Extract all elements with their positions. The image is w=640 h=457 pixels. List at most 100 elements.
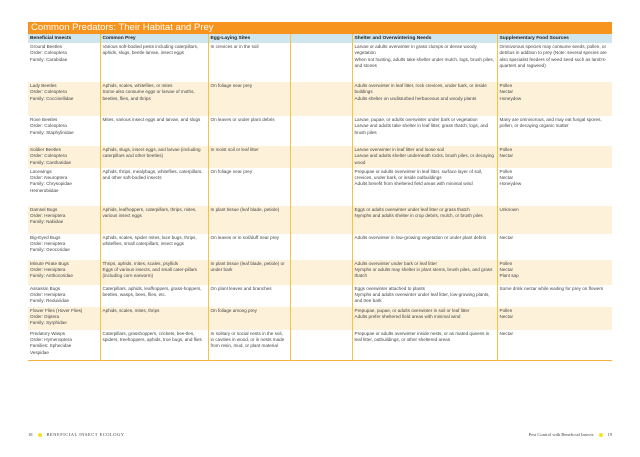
cell-line: Eggs or adults overwinter under leaf lit… bbox=[354, 206, 470, 212]
table-row: Minute Pirate Bugs Order: Hemiptera Family… bbox=[28, 259, 612, 285]
cell-line: Order: Hemiptera bbox=[30, 292, 66, 298]
cell-prey: Thrips, aphids, mites, scales, psyllids E… bbox=[100, 259, 209, 285]
cell-line: Omnivorous species may consume seeds, po… bbox=[499, 44, 607, 68]
cell-empty bbox=[290, 259, 353, 285]
cell-shelter: Larvae or adults overwinter in grass clu… bbox=[352, 43, 498, 82]
cell-line: Families: Sphecidae bbox=[30, 343, 72, 349]
cell-insect: Lacewings Order: Neuroptera Family: Chryso… bbox=[28, 167, 101, 206]
cell-food: Pollen Nectar bbox=[497, 146, 612, 168]
cell-line: Nymphs and adults shelter in crop debris… bbox=[354, 213, 483, 219]
cell-line: Pollen bbox=[499, 147, 513, 152]
cell-food: Pollen Nectar bbox=[497, 306, 612, 330]
cell-line: Lacewings bbox=[30, 168, 52, 174]
cell-line: Plant sap bbox=[499, 273, 519, 279]
cell-food: Nectar bbox=[497, 330, 612, 361]
cell-line: In moist soil or leaf litter bbox=[210, 147, 259, 152]
cell-insect: Predatory Wasps Order: Hymenoptera Familie… bbox=[28, 329, 101, 361]
cell-line: In plant tissue (leaf blade, petiole) bbox=[210, 206, 280, 212]
table-row: Rove Beetles Order: Coleoptera Family: Sta… bbox=[28, 116, 612, 146]
table-row: Soldier Beetles Order: Coleoptera Family: … bbox=[28, 146, 612, 168]
cell-line: Family: Carabidae bbox=[30, 56, 68, 62]
cell-line: Larvae or adults overwinter in grass clu… bbox=[354, 44, 477, 56]
cell-shelter: Adults overwinter in low-growing vegetat… bbox=[352, 233, 498, 260]
cell-eggs: On foliage near prey bbox=[208, 82, 291, 116]
cell-line: Prepupae or adults overwinter inside nes… bbox=[354, 330, 490, 343]
page-number-left: 18 bbox=[28, 432, 33, 437]
cell-prey: Aphids, scales, whiteflies, or mites Some… bbox=[100, 82, 209, 116]
running-title-left: BENEFICIAL INSECT ECOLOGY bbox=[46, 432, 125, 437]
cell-prey: Various soft-bodied pests including cate… bbox=[100, 43, 209, 82]
column-header: Common Prey bbox=[100, 34, 209, 43]
table-title: Common Predators: Their Habitat and Prey bbox=[28, 22, 612, 34]
cell-line: Big-Eyed Bugs bbox=[30, 234, 61, 240]
cell-line: Nectar bbox=[499, 175, 514, 181]
cell-line: Nectar bbox=[499, 89, 514, 95]
cell-line: Order: Coleoptera bbox=[30, 153, 67, 159]
cell-line: Damsel Bugs bbox=[30, 206, 58, 212]
cell-eggs: On leaves or in soil/duff near prey bbox=[208, 233, 291, 260]
cell-insect: Soldier Beetles Order: Coleoptera Family: … bbox=[28, 146, 101, 168]
cell-shelter: Prepupae, pupae, or adults overwinter in… bbox=[352, 306, 498, 330]
cell-line: When not hunting, adults take shelter un… bbox=[354, 56, 494, 68]
cell-line: Eggs of various insects, and small cater… bbox=[102, 267, 197, 279]
cell-line: Lady Beetles bbox=[30, 83, 57, 88]
table-row: Flower Flies (Hover Flies) Order: Diptera… bbox=[28, 306, 612, 330]
table-row: Lady Beetles Order: Coleoptera Family: Coc… bbox=[28, 82, 612, 116]
cell-shelter: Adults overwinter under bark or leaf lit… bbox=[352, 259, 498, 285]
cell-prey: Mites, various insect eggs and larvae, a… bbox=[100, 116, 209, 146]
cell-line: On plant leaves and branches bbox=[210, 285, 272, 291]
cell-eggs: In plant tissue (leaf blade, petiole) bbox=[208, 205, 291, 234]
cell-line: Order: Hymenoptera bbox=[30, 337, 72, 343]
cell-shelter: Adults overwinter in leaf litter, rock c… bbox=[352, 82, 498, 116]
column-header: Egg-Laying Sites bbox=[208, 34, 291, 43]
cell-line: Pollen bbox=[499, 307, 513, 313]
cell-empty bbox=[290, 146, 353, 168]
cell-line: Order: Hemiptera bbox=[30, 213, 66, 219]
cell-line: Larvae and adults shelter underneath roc… bbox=[354, 153, 494, 165]
cell-eggs: On plant leaves and branches bbox=[208, 284, 291, 307]
cell-line: Family: Staphylinidae bbox=[30, 129, 74, 135]
cell-line: Order: Hemiptera bbox=[30, 241, 66, 247]
cell-line: Thrips, aphids, mites, scales, psyllids bbox=[102, 260, 179, 266]
cell-shelter: Prepupae or adults overwinter inside nes… bbox=[352, 329, 498, 361]
cell-line: Family: Anthocoridae bbox=[30, 273, 73, 279]
cell-line: Family: Cantharidae bbox=[30, 159, 72, 165]
cell-line: Order: Coleoptera bbox=[30, 123, 67, 129]
running-title-right: Pest Control with Beneficial Insects bbox=[528, 432, 594, 437]
cell-food: Unknown bbox=[497, 205, 612, 234]
cell-line: Family: Coccinellidae bbox=[30, 95, 74, 101]
cell-line: Larvae, pupae, or adults overwinter unde… bbox=[354, 117, 478, 122]
cell-line: In plant tissue (leaf blade, petiole) or… bbox=[210, 260, 285, 273]
cell-insect: Flower Flies (Hover Flies) Order: Diptera… bbox=[28, 306, 101, 330]
cell-food: Pollen Nectar Honeydew bbox=[497, 168, 612, 206]
column-header bbox=[290, 34, 353, 43]
cell-line: Family: Geocoridae bbox=[30, 247, 70, 253]
cell-prey: Aphids, scales, mites, thrips bbox=[100, 306, 209, 330]
cell-line: Adults benefit from sheltered field area… bbox=[354, 181, 473, 187]
cell-line: Hemerobiidae bbox=[30, 187, 59, 193]
cell-line: Nectar bbox=[499, 314, 514, 320]
cell-line: Honeydew bbox=[499, 95, 522, 101]
cell-line: Larvae overwinter in leaf litter and loo… bbox=[354, 147, 444, 152]
cell-eggs: In crevices or in the soil bbox=[208, 43, 291, 82]
cell-line: Many are omnivorous, and may eat fungal … bbox=[499, 117, 602, 129]
cell-line: Some also consume eggs or larvae of moth… bbox=[102, 89, 195, 101]
cell-line: Family: Reduviidae bbox=[30, 298, 70, 304]
cell-line: Pollen bbox=[499, 168, 513, 174]
cell-line: Aphids, thrips, mealybugs, whiteflies, c… bbox=[102, 168, 203, 181]
cell-insect: Rove Beetles Order: Coleoptera Family: Sta… bbox=[28, 116, 101, 146]
column-header: Beneficial Insects bbox=[28, 34, 101, 43]
cell-line: On foliage among prey bbox=[210, 307, 257, 313]
cell-food: Omnivorous species may consume seeds, po… bbox=[497, 43, 612, 82]
cell-line: Eggs overwinter attached to plants bbox=[354, 285, 425, 291]
cell-line: Minute Pirate Bugs bbox=[30, 260, 69, 266]
cell-empty bbox=[290, 329, 353, 361]
cell-line: Various soft-bodied pests including cate… bbox=[102, 44, 199, 56]
cell-line: Nymphs or adults may shelter in plant st… bbox=[354, 267, 493, 279]
cell-line: Aphids, slugs, insect eggs, and larvae (… bbox=[102, 147, 201, 159]
cell-eggs: On foliage near prey bbox=[208, 167, 291, 206]
cell-shelter: Eggs or adults overwinter under leaf lit… bbox=[352, 205, 498, 234]
cell-food: Pollen Nectar Honeydew bbox=[497, 82, 612, 116]
cell-prey: Aphids, scales, spider mites, lace bugs,… bbox=[100, 233, 209, 260]
cell-food: Many are omnivorous, and may eat fungal … bbox=[497, 116, 612, 146]
